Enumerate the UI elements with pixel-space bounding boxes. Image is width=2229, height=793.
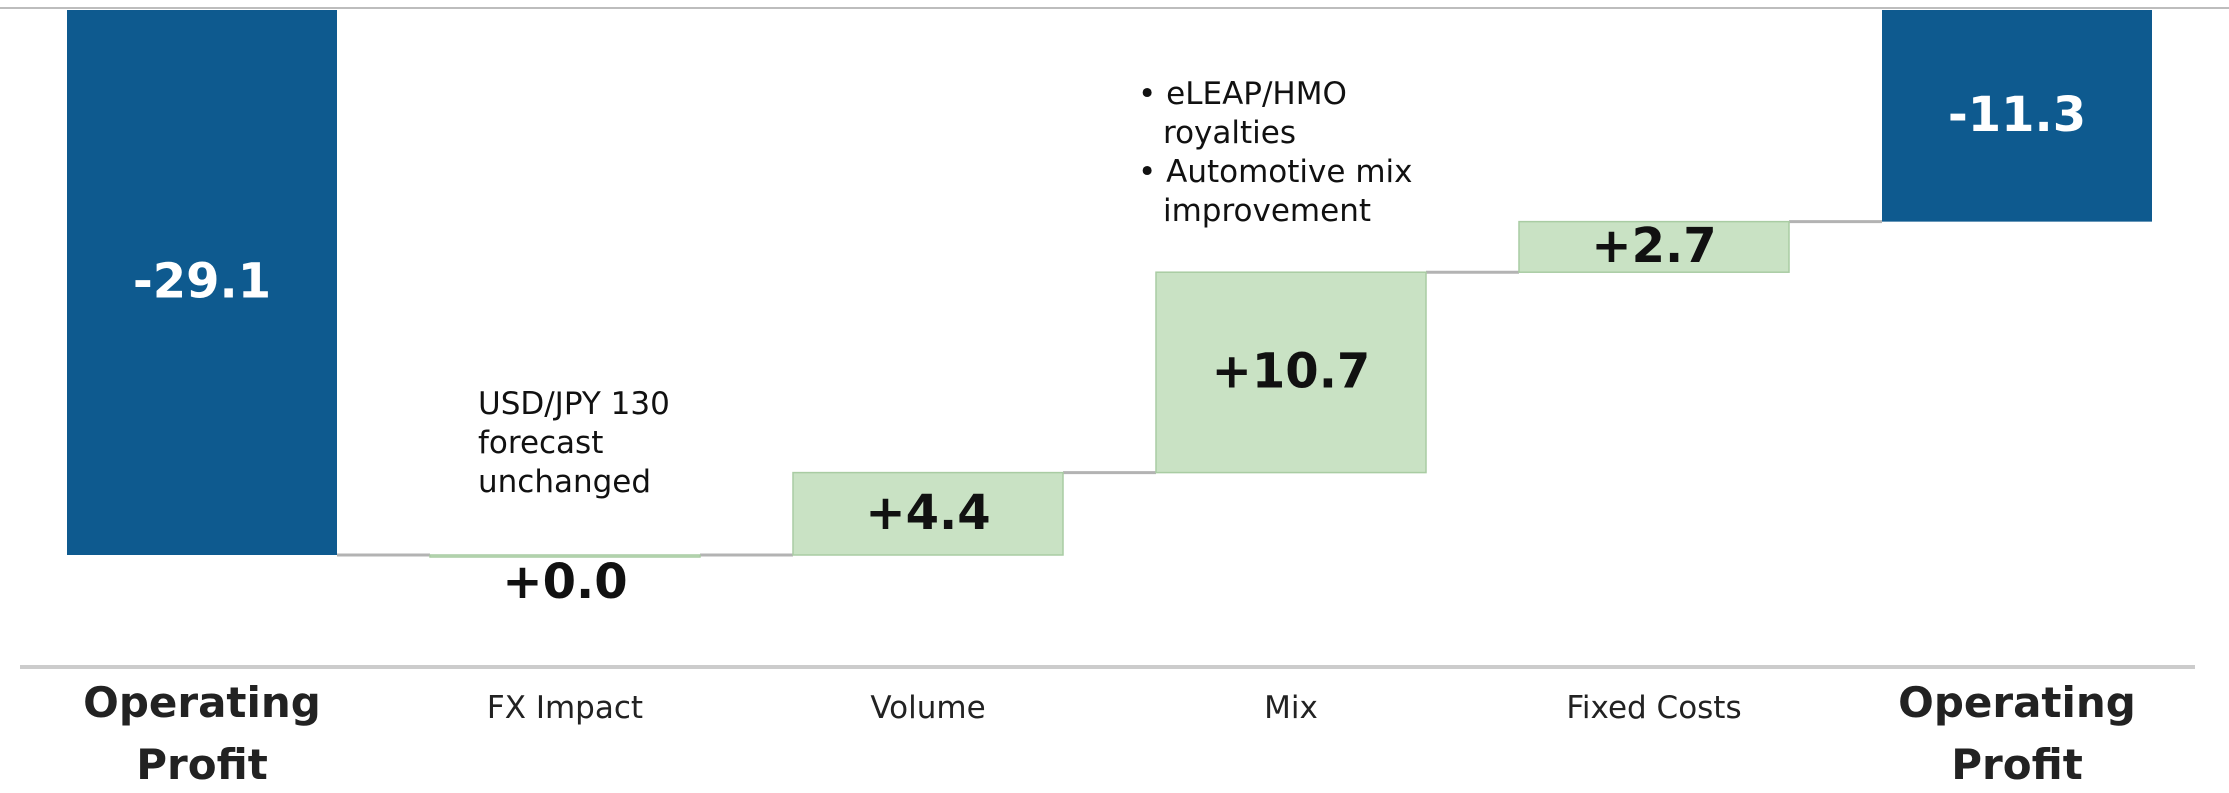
value-label-2: +4.4	[865, 485, 990, 541]
category-label-5: Operating Profit	[1898, 678, 2136, 789]
category-label-3: Mix	[1264, 690, 1318, 726]
category-label-2: Volume	[870, 690, 985, 726]
bar-3	[1155, 271, 1427, 474]
fx-impact-note: USD/JPY 130 forecast unchanged	[478, 386, 670, 500]
value-labels-group: -29.1 +0.0 +4.4 +10.7 +2.7 -11.3	[133, 87, 2086, 610]
category-label-1: FX Impact	[487, 690, 643, 726]
bar-1	[429, 554, 701, 558]
category-label-4: Fixed Costs	[1566, 690, 1741, 726]
value-label-3: +10.7	[1212, 343, 1371, 399]
connector-lines	[337, 220, 1882, 557]
value-label-5: -11.3	[1948, 87, 2086, 143]
annotations-group: USD/JPY 130 forecast unchanged • eLEAP/HMO…	[478, 76, 1412, 500]
bars-group	[67, 10, 2152, 558]
bar-0	[67, 10, 337, 555]
value-label-4: +2.7	[1591, 218, 1716, 274]
bar-2	[792, 471, 1064, 556]
category-labels-group: Operating Profit FX Impact Volume Mix Fixed C…	[83, 678, 2136, 789]
value-label-0: -29.1	[133, 254, 271, 310]
bar-4	[1518, 220, 1790, 273]
mix-note: • eLEAP/HMO royalties • Automotive mix impr…	[1138, 76, 1412, 229]
category-label-0: Operating Profit	[83, 678, 321, 789]
bar-5	[1882, 10, 2152, 222]
value-label-1: +0.0	[502, 554, 627, 610]
